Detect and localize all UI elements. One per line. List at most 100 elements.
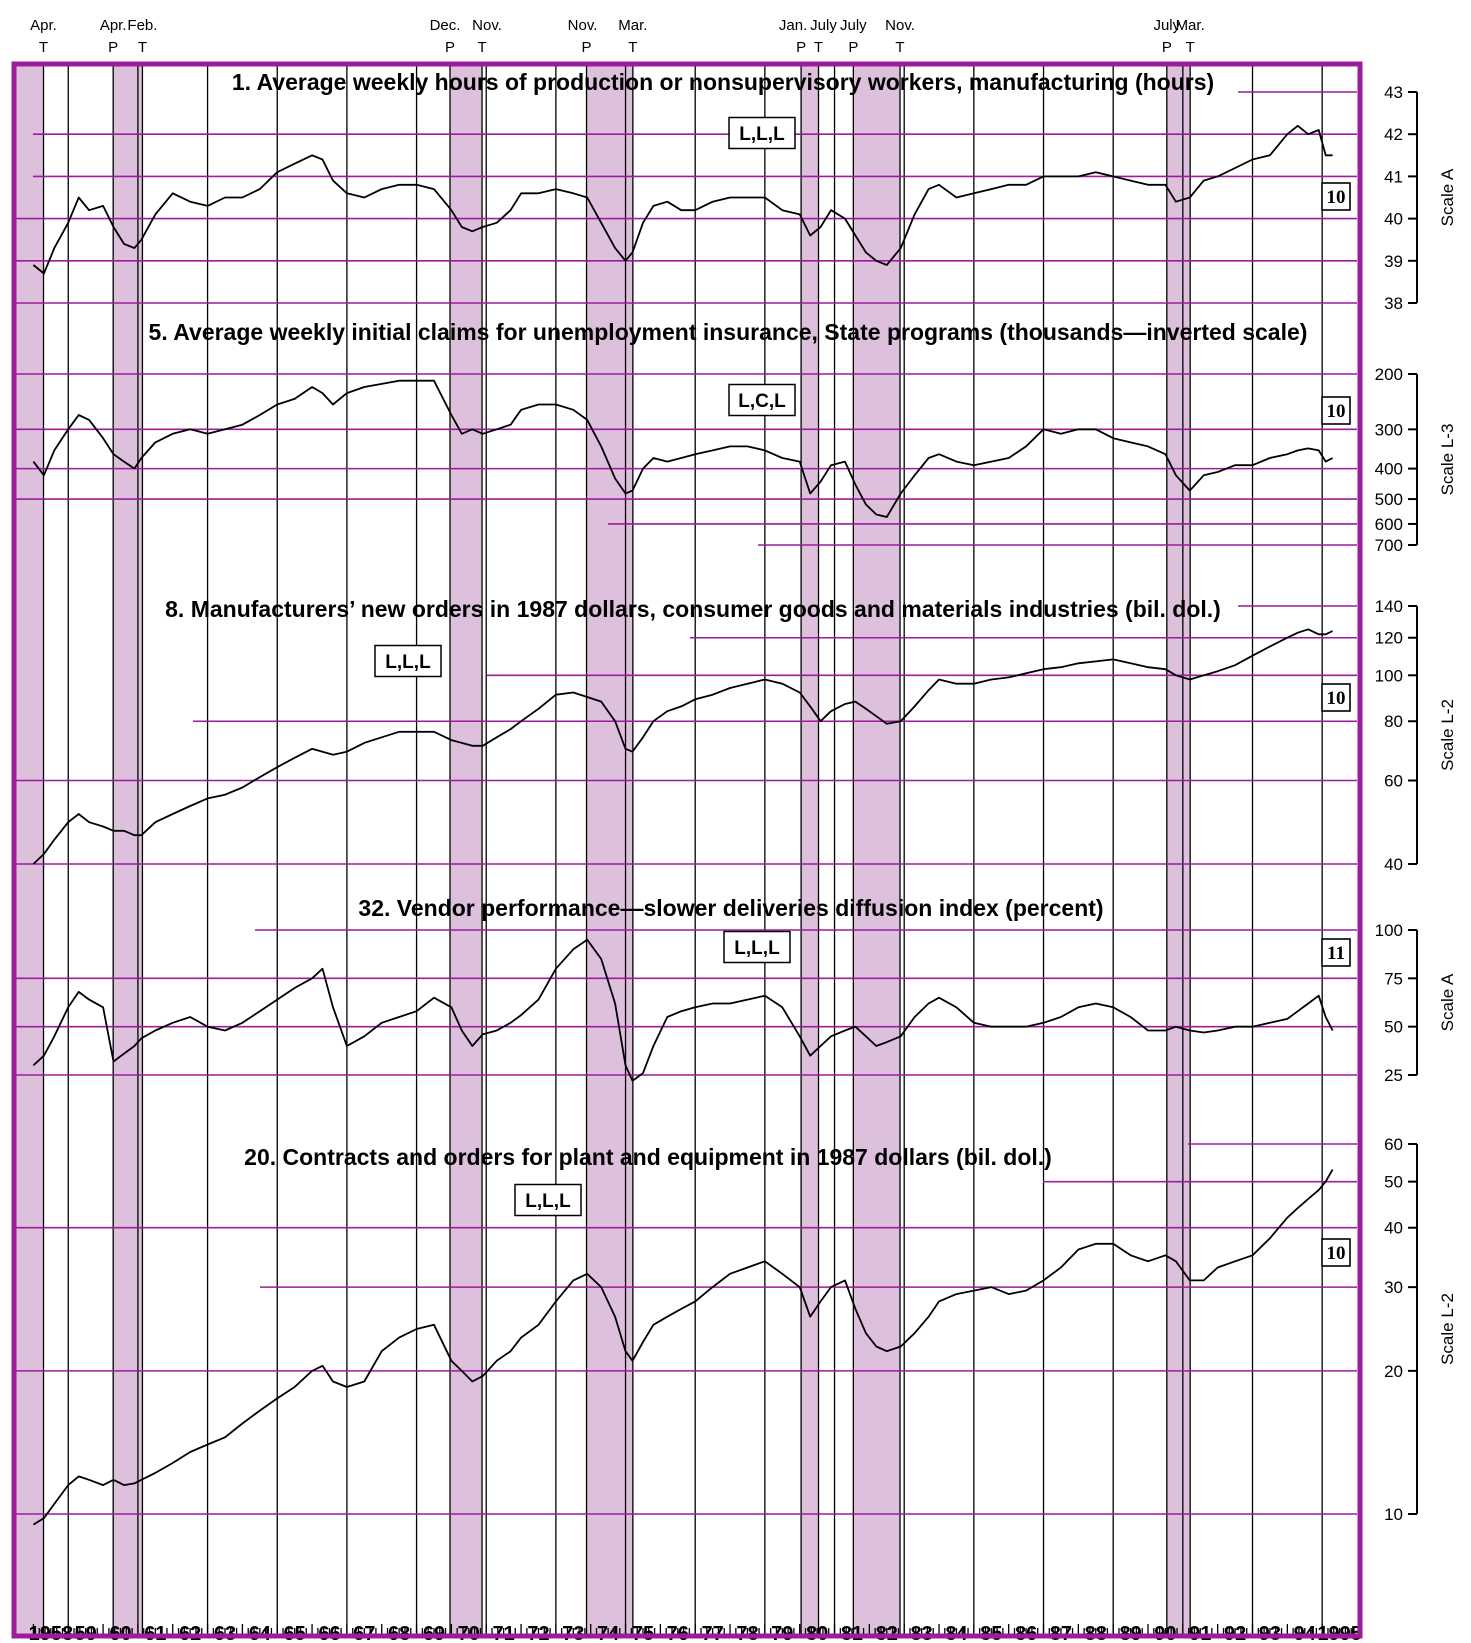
year-label: 77 <box>701 1623 723 1643</box>
panel-title: 1. Average weekly hours of production or… <box>232 69 1214 95</box>
series-number-box <box>1321 182 1351 211</box>
turning-point-month: Mar. <box>618 17 647 34</box>
series-number: 10 <box>1327 688 1346 709</box>
turning-point-month: July <box>1153 17 1180 34</box>
turning-point-month: Nov. <box>568 17 598 34</box>
axis-tick-label: 700 <box>1375 536 1403 555</box>
axis-tick-label: 42 <box>1384 125 1403 144</box>
year-label: 66 <box>318 1623 340 1643</box>
turning-point-type: P <box>848 39 858 56</box>
timing-code: L,L,L <box>385 652 431 673</box>
turning-point-type: T <box>138 39 147 56</box>
timing-code: L,L,L <box>739 124 785 145</box>
axis-tick-label: 120 <box>1375 629 1403 648</box>
turning-point-type: T <box>895 39 904 56</box>
axis-tick-label: 40 <box>1384 1219 1403 1238</box>
axis-tick-label: 41 <box>1384 167 1403 186</box>
year-label: 67 <box>353 1623 375 1643</box>
series-number-box <box>1321 938 1351 967</box>
year-label: 90 <box>1154 1623 1176 1643</box>
timing-code: L,L,L <box>525 1191 571 1212</box>
panel-title: 5. Average weekly initial claims for une… <box>149 319 1308 345</box>
year-label: 69 <box>423 1623 445 1643</box>
year-label: 71 <box>493 1623 515 1643</box>
year-label: 92 <box>1224 1623 1246 1643</box>
axis-tick-label: 60 <box>1384 1135 1403 1154</box>
series-line <box>32 628 1333 865</box>
axis-tick-label: 38 <box>1384 294 1403 313</box>
turning-point-type: T <box>814 39 823 56</box>
axis-tick-label: 75 <box>1384 969 1403 988</box>
turning-point-type: P <box>1162 39 1172 56</box>
year-label: 93 <box>1259 1623 1281 1643</box>
timing-code: L,L,L <box>734 938 780 959</box>
axis-tick-label: 100 <box>1375 921 1403 940</box>
year-label: 91 <box>1189 1623 1211 1643</box>
series-line <box>32 124 1333 275</box>
series-line <box>32 938 1334 1082</box>
axis-tick-label: 600 <box>1375 515 1403 534</box>
turning-point-type: T <box>39 39 48 56</box>
year-label: 83 <box>910 1623 932 1643</box>
year-label: 73 <box>562 1623 584 1643</box>
recession-band <box>1166 66 1191 1634</box>
year-label: 60 <box>109 1623 131 1643</box>
year-label: 76 <box>667 1623 689 1643</box>
timing-code-box <box>723 930 791 964</box>
year-label: 72 <box>527 1623 549 1643</box>
scale-label: Scale A <box>1438 168 1457 226</box>
axis-tick-label: 40 <box>1384 855 1403 874</box>
axis-tick-label: 500 <box>1375 490 1403 509</box>
series-number-box <box>1321 683 1351 712</box>
turning-point-type: T <box>477 39 486 56</box>
scale-label: Scale L-2 <box>1438 1293 1457 1365</box>
axis-tick-label: 50 <box>1384 1018 1403 1037</box>
series-number-box <box>1321 396 1351 425</box>
panel-title: 32. Vendor performance—slower deliveries… <box>358 895 1103 921</box>
series-line <box>32 379 1334 518</box>
year-label: 81 <box>841 1623 863 1643</box>
axis-tick-label: 50 <box>1384 1173 1403 1192</box>
year-label: 82 <box>876 1623 898 1643</box>
turning-point-type: P <box>582 39 592 56</box>
recession-band <box>449 66 483 1634</box>
axis-tick-label: 10 <box>1384 1505 1403 1524</box>
turning-point-type: P <box>445 39 455 56</box>
timing-code-box <box>728 116 796 150</box>
year-label: 88 <box>1085 1623 1107 1643</box>
year-label: 61 <box>144 1623 166 1643</box>
year-label: 89 <box>1119 1623 1141 1643</box>
timing-code-box <box>728 383 796 417</box>
turning-point-month: Dec. <box>430 17 461 34</box>
year-label: 65 <box>284 1623 306 1643</box>
year-label: 78 <box>736 1623 758 1643</box>
year-axis: 1958 59 60 61 62 63 64 65 66 67 68 69 70 71 72 73 74 75 76… <box>29 1623 1362 1643</box>
series-number: 11 <box>1327 943 1345 964</box>
turning-point-month: Nov. <box>885 17 915 34</box>
axis-tick-label: 300 <box>1375 420 1403 439</box>
timing-code: L,C,L <box>738 391 786 412</box>
turning-point-type: T <box>628 39 637 56</box>
series-number: 10 <box>1327 187 1346 208</box>
axis-tick-label: 100 <box>1375 666 1403 685</box>
year-label: 75 <box>632 1623 654 1643</box>
year-label: 70 <box>458 1623 480 1643</box>
year-label: 80 <box>806 1623 828 1643</box>
year-label: 59 <box>75 1623 97 1643</box>
series-line <box>32 1169 1334 1526</box>
turning-point-type: P <box>108 39 118 56</box>
year-label: 94 <box>1294 1623 1317 1643</box>
axis-tick-label: 20 <box>1384 1362 1403 1381</box>
year-label: 1958 <box>29 1623 74 1643</box>
turning-point-month: Jan. <box>779 17 807 34</box>
series-lines <box>32 124 1334 1526</box>
year-label: 79 <box>771 1623 793 1643</box>
turning-point-month: July <box>810 17 837 34</box>
chart-frame <box>11 61 1363 1639</box>
turning-point-type: T <box>1186 39 1195 56</box>
scale-label: Scale A <box>1438 973 1457 1031</box>
year-label: 85 <box>980 1623 1002 1643</box>
turning-point-month: Feb. <box>127 17 157 34</box>
